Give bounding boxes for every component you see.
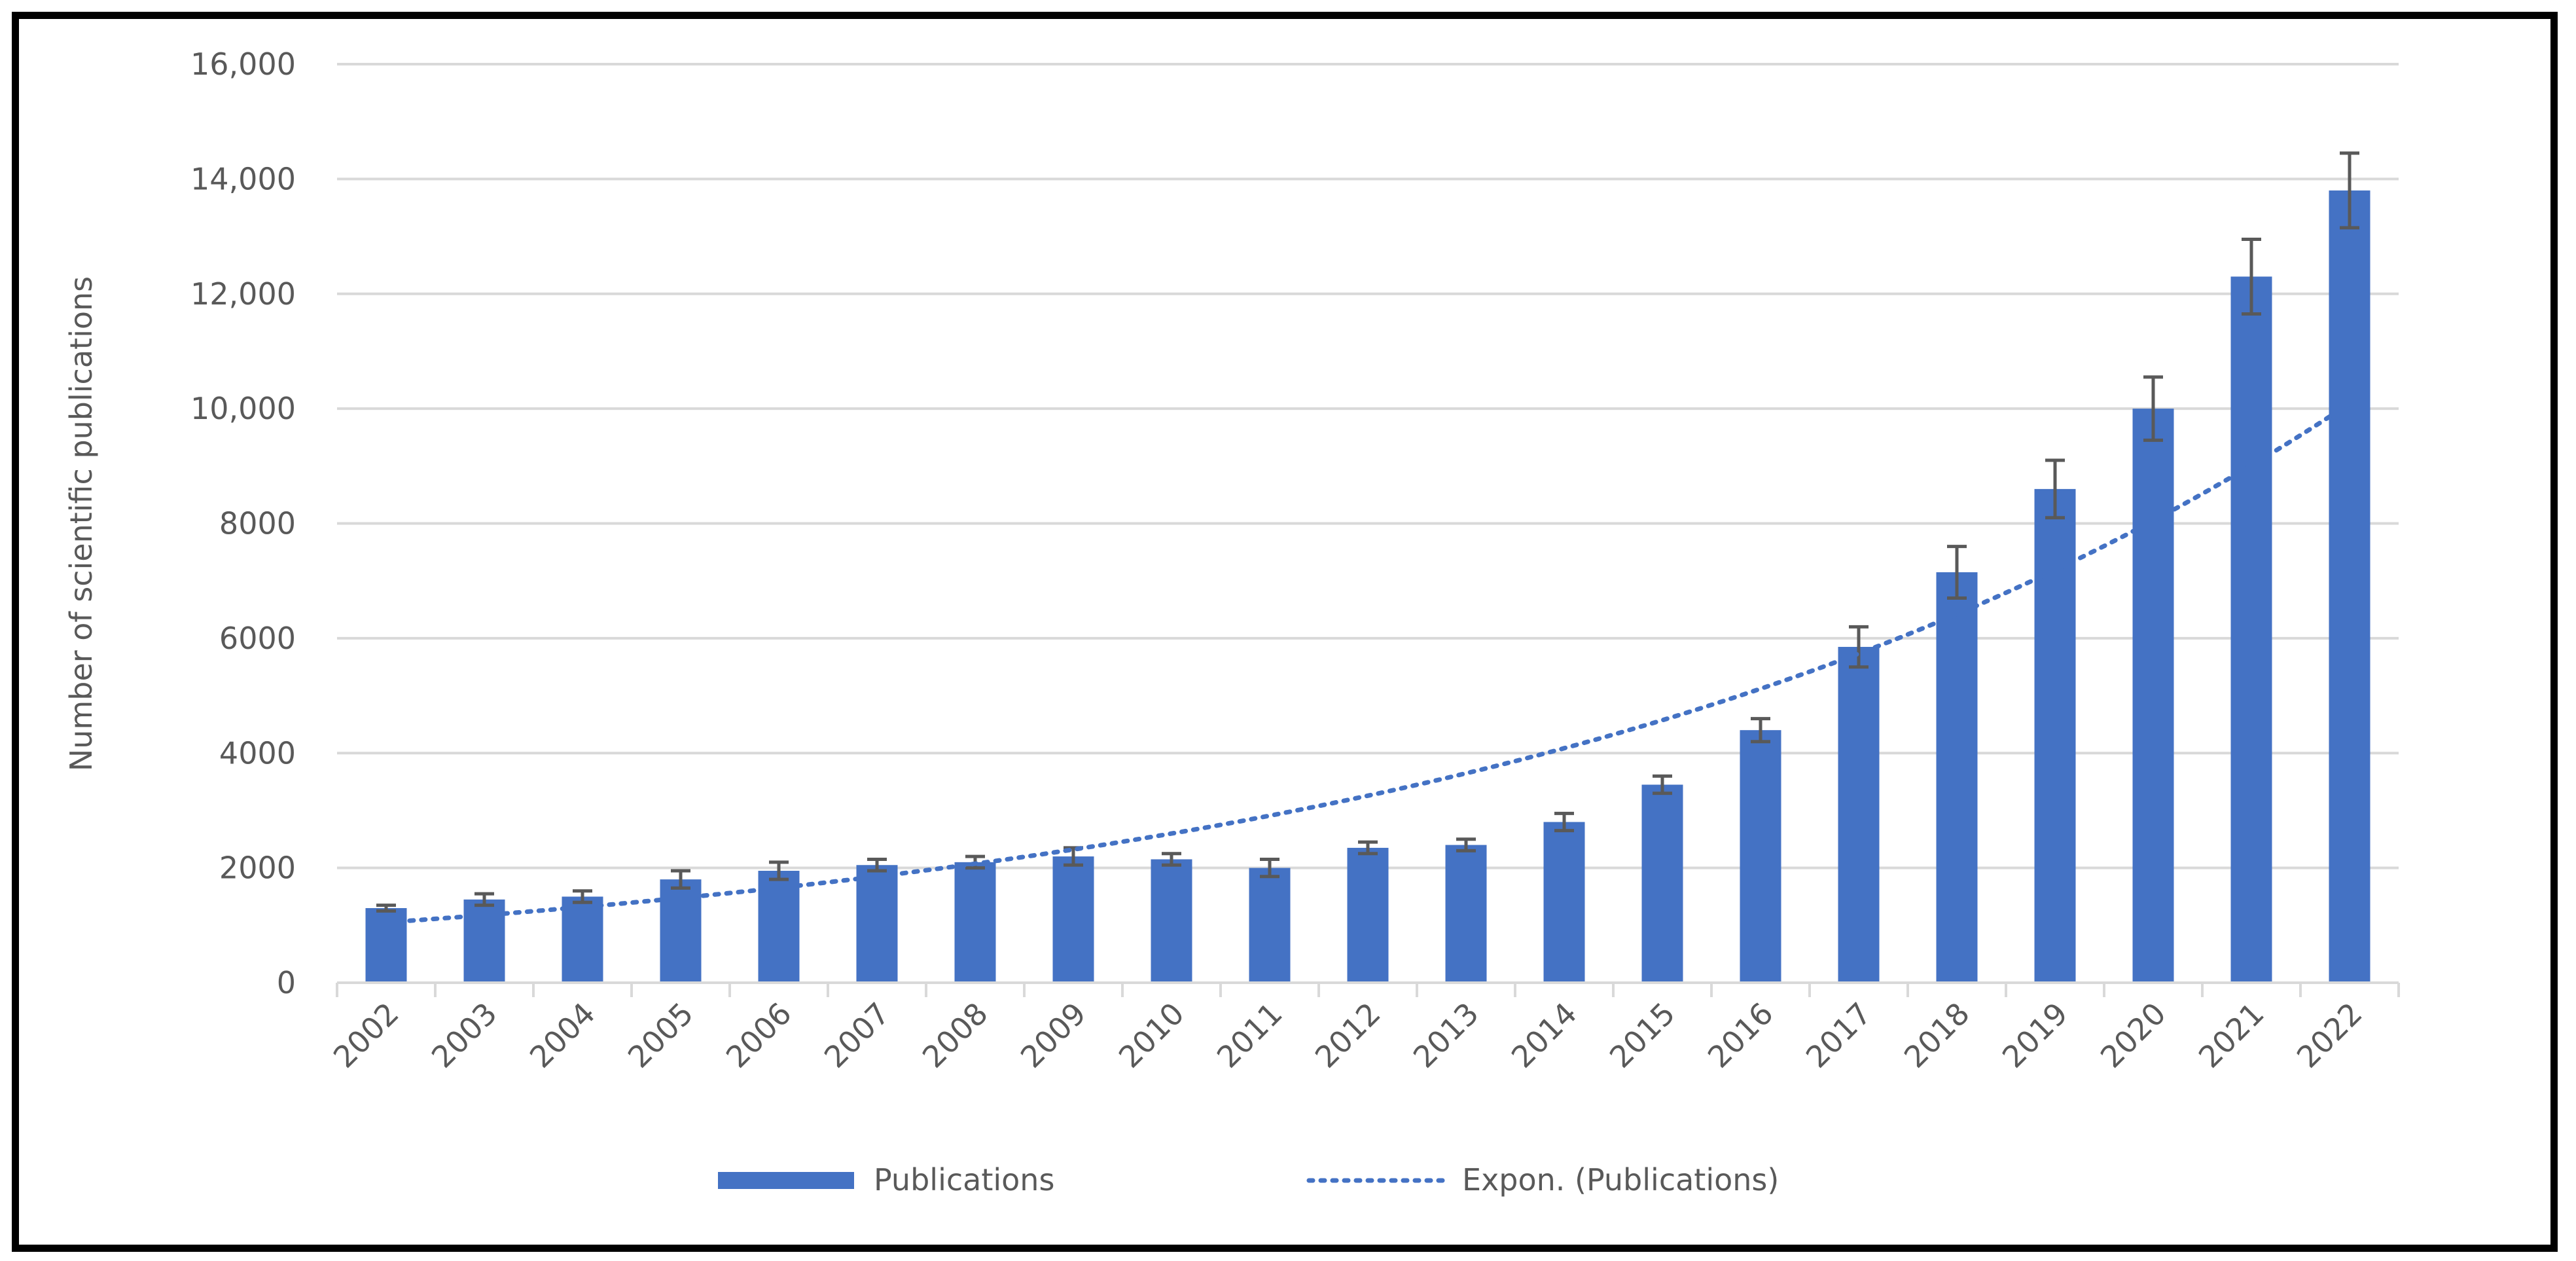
x-tick-label: 2004 (523, 996, 602, 1075)
chart-border (12, 12, 2558, 1252)
bar (2034, 488, 2076, 983)
x-tick-label: 2022 (2290, 996, 2369, 1075)
bar (1151, 859, 1192, 983)
y-tick-label: 10,000 (190, 391, 296, 426)
x-tick-label: 2014 (1505, 996, 1584, 1075)
y-tick-label: 4000 (219, 735, 296, 771)
bar (2132, 409, 2174, 983)
x-tick-label: 2021 (2192, 996, 2271, 1075)
bar (562, 896, 603, 983)
bar (1052, 856, 1094, 983)
bar (1838, 647, 1880, 983)
x-tick-label: 2020 (2094, 996, 2173, 1075)
error-bar (1653, 774, 1672, 795)
bar (2230, 276, 2272, 983)
y-tick-label: 14,000 (190, 161, 296, 196)
error-bar (1260, 857, 1279, 879)
y-tick-label: 6000 (219, 621, 296, 656)
legend-label-publications: Publications (874, 1162, 1054, 1197)
error-bar (376, 904, 396, 913)
error-bar (1456, 837, 1476, 852)
bar (2329, 190, 2370, 983)
x-tick-label: 2009 (1014, 996, 1093, 1075)
error-bar (1554, 811, 1574, 833)
x-tick-label: 2016 (1701, 996, 1780, 1075)
error-bar (1947, 545, 1967, 600)
bar (856, 865, 898, 983)
x-tick-label: 2008 (916, 996, 995, 1075)
x-tick-label: 2018 (1897, 996, 1977, 1075)
x-tick-label: 2012 (1308, 996, 1387, 1075)
error-bar (671, 869, 690, 890)
x-tick-label: 2017 (1799, 996, 1878, 1075)
y-tick-label: 12,000 (190, 276, 296, 312)
x-tick-label: 2019 (1995, 996, 2075, 1075)
bar (1249, 868, 1291, 983)
error-bars (376, 151, 2359, 913)
error-bar (2045, 458, 2065, 520)
bar (1641, 784, 1683, 983)
legend-label-trendline: Expon. (Publications) (1462, 1162, 1779, 1197)
x-tick-label: 2015 (1603, 996, 1682, 1075)
y-tick-label: 16,000 (190, 46, 296, 82)
gridlines (337, 63, 2399, 869)
error-bar (474, 892, 494, 907)
error-bar (1162, 852, 1181, 867)
bar (954, 862, 996, 983)
legend-swatch-publications (718, 1172, 854, 1189)
x-tick-label: 2005 (621, 996, 700, 1075)
y-tick-label: 8000 (219, 506, 296, 541)
error-bar (1751, 717, 1770, 744)
y-axis-ticks: 0 2000 4000 6000 8000 10,000 12,000 14,000 16,00… (190, 46, 296, 1000)
y-axis-title: Number of scientific publications (63, 276, 99, 771)
x-tick-label: 2003 (425, 996, 504, 1075)
x-tick-label: 2006 (719, 996, 798, 1075)
bar (1740, 730, 1781, 983)
error-bar (2340, 151, 2359, 230)
error-bar (769, 860, 789, 881)
y-tick-label: 2000 (219, 850, 296, 886)
x-axis: 2002 2003 2004 2005 2006 2007 2008 2009 2010 2011… (327, 981, 2400, 1075)
error-bar (2242, 237, 2261, 316)
error-bar (1358, 840, 1378, 856)
error-bar (2143, 375, 2163, 442)
legend: Publications Expon. (Publications) (718, 1162, 1779, 1197)
bar (463, 899, 505, 983)
error-bar (1849, 625, 1869, 669)
bar (1936, 572, 1978, 983)
bar (1347, 847, 1389, 983)
x-tick-label: 2010 (1112, 996, 1191, 1075)
bars (365, 190, 2370, 983)
bar (1445, 845, 1487, 983)
error-bar (573, 889, 592, 904)
y-tick-label: 0 (277, 965, 296, 1000)
x-tick-label: 2007 (817, 996, 897, 1075)
bar (1543, 822, 1585, 983)
error-bar (867, 857, 887, 873)
x-tick-label: 2011 (1210, 996, 1289, 1075)
x-tick-label: 2002 (327, 996, 406, 1075)
x-tick-label: 2013 (1406, 996, 1486, 1075)
exponential-trendline (384, 401, 2352, 925)
